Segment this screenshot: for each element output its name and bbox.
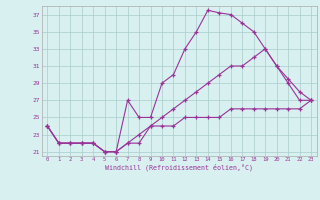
X-axis label: Windchill (Refroidissement éolien,°C): Windchill (Refroidissement éolien,°C) [105,164,253,171]
